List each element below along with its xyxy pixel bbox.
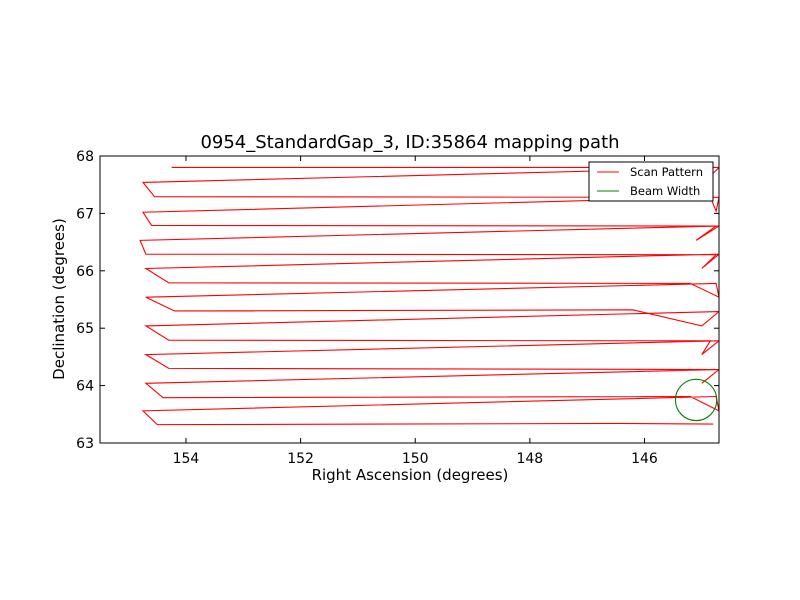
legend: Scan Pattern Beam Width	[588, 161, 714, 202]
y-axis-title: Declination (degrees)	[50, 218, 68, 380]
beam-width-circle	[674, 378, 718, 422]
chart-title: 0954_StandardGap_3, ID:35864 mapping pat…	[200, 132, 619, 153]
y-tick-label: 67	[76, 206, 94, 222]
scan-pattern-line	[139, 166, 719, 426]
x-tick-label: 152	[287, 451, 314, 467]
y-tick-label: 66	[76, 264, 94, 280]
plot-background	[100, 156, 719, 443]
legend-label-beam-width: Beam Width	[630, 184, 700, 198]
y-tick-label: 65	[76, 321, 94, 337]
x-tick-label: 150	[402, 451, 429, 467]
x-tick-label: 146	[631, 451, 658, 467]
y-axis: 63 64 65 66 67 68	[76, 149, 719, 452]
y-tick-label: 68	[76, 149, 94, 165]
legend-box	[588, 161, 714, 202]
y-tick-label: 63	[76, 436, 94, 452]
x-axis-title: Right Ascension (degrees)	[312, 466, 509, 484]
x-axis: 154 152 150 148 146	[173, 156, 658, 467]
legend-label-scan-pattern: Scan Pattern	[630, 165, 703, 179]
y-tick-label: 64	[76, 379, 94, 395]
plot-frame	[99, 155, 720, 444]
x-tick-label: 148	[516, 451, 543, 467]
x-tick-label: 154	[173, 451, 200, 467]
plot-area	[99, 155, 720, 444]
